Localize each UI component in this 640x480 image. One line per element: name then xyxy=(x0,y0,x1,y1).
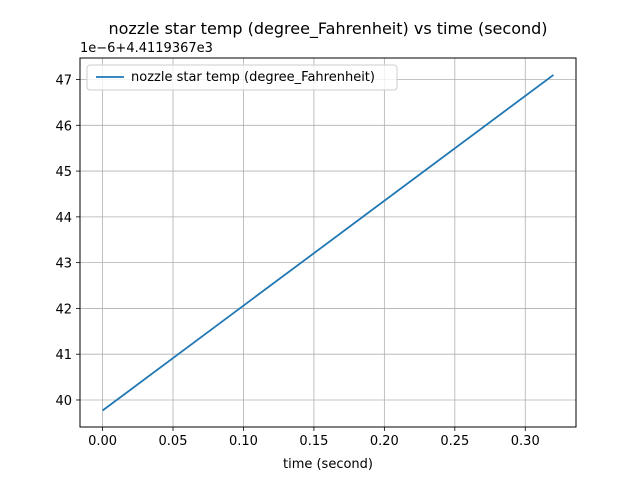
y-tick-label: 43 xyxy=(55,257,72,272)
x-tick-label: 0.15 xyxy=(299,434,328,449)
y-offset-label: 1e−6+4.4119367e3 xyxy=(80,41,213,56)
axes-frame xyxy=(79,57,577,428)
x-tick-label: 0.00 xyxy=(88,434,117,449)
y-tick-label: 41 xyxy=(55,348,72,363)
y-tick-label: 45 xyxy=(55,165,72,180)
y-tick-label: 42 xyxy=(55,302,72,317)
series-line-0 xyxy=(102,74,554,412)
y-tick-label: 40 xyxy=(55,394,72,409)
y-tick-label: 47 xyxy=(55,74,72,89)
chart-title: nozzle star temp (degree_Fahrenheit) vs … xyxy=(108,19,547,39)
legend: nozzle star temp (degree_Fahrenheit) xyxy=(86,64,398,91)
x-tick-label: 0.05 xyxy=(159,434,188,449)
grid-lines xyxy=(80,58,576,427)
y-tick-label: 46 xyxy=(55,119,72,134)
legend-box xyxy=(86,64,398,91)
legend-label: nozzle star temp (degree_Fahrenheit) xyxy=(131,70,375,85)
x-axis-label: time (second) xyxy=(283,457,373,472)
y-axis-ticks: 40 41 42 43 44 45 46 47 xyxy=(55,74,80,409)
x-tick-label: 0.30 xyxy=(511,434,540,449)
series-layer xyxy=(102,74,554,412)
x-tick-label: 0.25 xyxy=(440,434,469,449)
x-tick-label: 0.20 xyxy=(370,434,399,449)
x-axis-ticks: 0.00 0.05 0.10 0.15 0.20 0.25 0.30 xyxy=(88,427,540,449)
x-tick-label: 0.10 xyxy=(229,434,258,449)
y-tick-label: 44 xyxy=(55,211,72,226)
